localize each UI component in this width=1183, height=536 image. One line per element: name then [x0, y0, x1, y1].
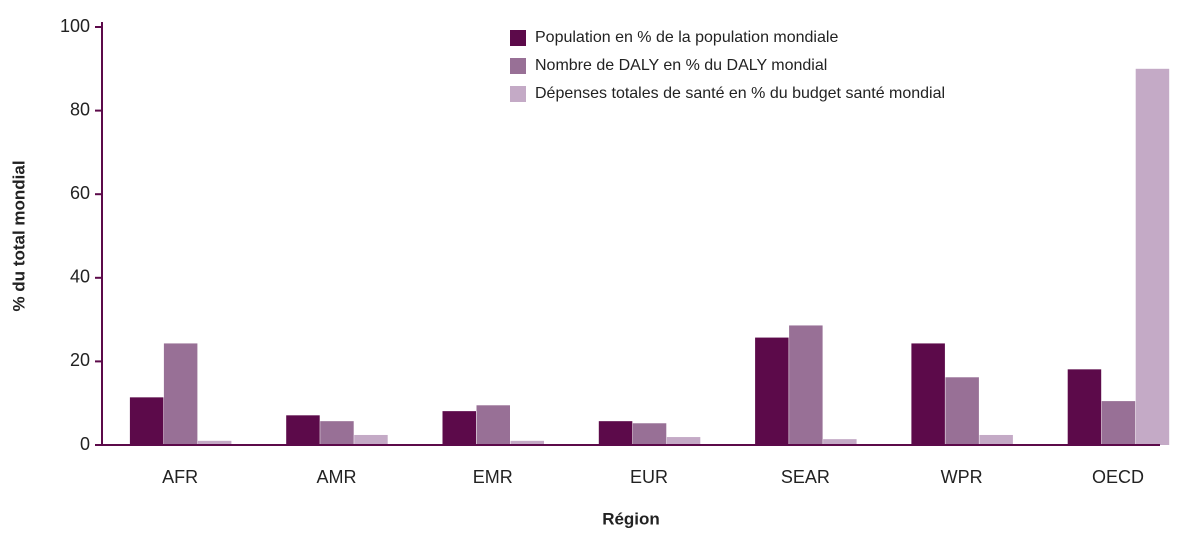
bar [354, 434, 388, 445]
bar [789, 325, 823, 445]
legend-label: Population en % de la population mondial… [535, 29, 838, 46]
x-tick-label: AMR [316, 467, 356, 487]
bar [632, 423, 667, 445]
bar [755, 337, 789, 445]
bar [598, 421, 633, 445]
legend-label: Dépenses totales de santé en % du budget… [535, 85, 945, 102]
legend-swatch [510, 30, 526, 46]
y-tick-label: 80 [70, 99, 90, 119]
x-tick-label: SEAR [781, 467, 830, 487]
bar [823, 439, 857, 445]
bar [476, 405, 510, 445]
bar [945, 377, 979, 445]
legend-swatch [510, 58, 526, 74]
x-tick-label: WPR [941, 467, 983, 487]
y-tick-label: 20 [70, 350, 90, 370]
bar [1067, 369, 1102, 445]
bar [129, 397, 164, 445]
x-tick-label: EMR [473, 467, 513, 487]
bar [320, 421, 354, 445]
bar [442, 411, 476, 445]
x-tick-label: OECD [1092, 467, 1144, 487]
bar [510, 440, 544, 445]
x-tick-label: EUR [630, 467, 668, 487]
bar [979, 434, 1013, 445]
legend: Population en % de la population mondial… [510, 29, 945, 102]
bar [1101, 401, 1136, 445]
bar [197, 440, 232, 445]
bar [163, 343, 198, 445]
x-tick-label: AFR [162, 467, 198, 487]
x-axis-title: Région [602, 509, 660, 528]
legend-swatch [510, 86, 526, 102]
y-tick-label: 40 [70, 267, 90, 287]
bar [911, 343, 945, 445]
bar [286, 415, 320, 445]
bar [1135, 68, 1170, 446]
y-tick-label: 60 [70, 183, 90, 203]
y-axis-title: % du total mondial [9, 160, 28, 311]
y-tick-label: 0 [80, 434, 90, 454]
legend-label: Nombre de DALY en % du DALY mondial [535, 57, 827, 74]
bar [666, 437, 701, 445]
y-tick-label: 100 [60, 16, 90, 36]
